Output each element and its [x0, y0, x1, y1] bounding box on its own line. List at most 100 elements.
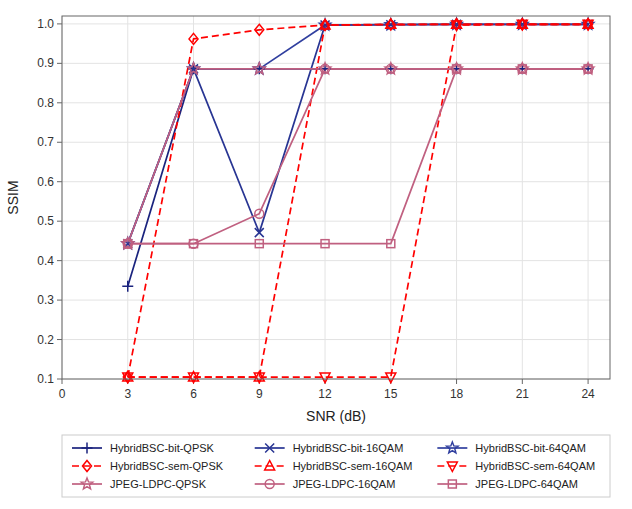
x-tick-label: 12 — [318, 387, 332, 401]
marker — [122, 238, 133, 249]
series-line — [128, 24, 588, 243]
marker — [518, 19, 527, 30]
series-line — [128, 69, 588, 244]
legend-line — [72, 483, 102, 485]
y-tick — [57, 23, 62, 24]
x-axis-label: SNR (dB) — [306, 408, 366, 424]
marker — [123, 372, 132, 383]
plot-frame — [62, 16, 610, 379]
x-tick-label: 21 — [516, 387, 530, 401]
marker — [254, 373, 264, 383]
grid-line-y — [62, 300, 610, 301]
legend-label: HybridBSC-bit-QPSK — [110, 442, 215, 454]
marker — [265, 461, 275, 471]
x-tick-label: 18 — [450, 387, 464, 401]
marker — [188, 63, 199, 74]
marker — [255, 228, 264, 237]
legend-line — [255, 465, 285, 467]
y-axis-label: SSIM — [5, 180, 21, 214]
legend-line — [437, 483, 467, 485]
marker — [452, 21, 462, 31]
y-tick — [57, 102, 62, 103]
marker — [319, 19, 330, 30]
series-markers — [122, 18, 594, 382]
series-marker-group — [123, 19, 592, 383]
marker — [320, 63, 331, 74]
marker — [122, 238, 133, 249]
grid-line-y — [62, 142, 610, 143]
series-line — [128, 69, 588, 244]
marker — [254, 63, 265, 74]
marker — [584, 64, 593, 73]
chart: 036912151821240.10.20.30.40.50.60.70.80.… — [0, 0, 632, 509]
series-line — [128, 69, 588, 244]
marker — [451, 63, 462, 74]
marker — [255, 209, 264, 218]
marker — [451, 63, 462, 74]
x-tick — [456, 379, 457, 384]
marker — [518, 65, 526, 73]
y-tick-label: 0.7 — [37, 135, 54, 149]
legend: HybridBSC-bit-QPSKHybridBSC-bit-16QAMHyb… — [62, 435, 610, 497]
x-tick-label: 24 — [581, 387, 595, 401]
marker — [188, 63, 199, 74]
series-marker-group — [122, 18, 594, 248]
grid-line-y — [62, 339, 610, 340]
series-marker-group — [124, 65, 592, 248]
series-line — [128, 24, 588, 377]
y-tick — [57, 63, 62, 64]
marker — [189, 33, 198, 44]
marker — [82, 443, 93, 454]
marker — [584, 19, 593, 30]
marker — [582, 63, 593, 74]
x-tick — [62, 379, 63, 384]
series-marker-group — [123, 20, 593, 382]
marker — [447, 442, 458, 453]
marker — [448, 480, 456, 488]
marker — [124, 240, 132, 248]
y-tick-label: 0.8 — [37, 96, 54, 110]
y-tick-label: 0.5 — [37, 214, 54, 228]
marker — [255, 240, 263, 248]
marker — [321, 20, 330, 31]
marker — [518, 64, 527, 73]
series-line — [128, 24, 588, 377]
y-tick — [57, 260, 62, 261]
y-tick-label: 0.2 — [37, 333, 54, 347]
marker — [385, 63, 396, 74]
grid-line-y — [62, 181, 610, 182]
marker — [387, 240, 395, 248]
y-tick — [57, 181, 62, 182]
grid-line-y — [62, 260, 610, 261]
y-tick — [57, 379, 62, 380]
marker — [265, 480, 274, 489]
marker — [386, 64, 395, 73]
series-lines — [128, 24, 588, 377]
marker — [255, 24, 264, 35]
marker — [453, 65, 461, 73]
x-tick-label: 15 — [384, 387, 398, 401]
marker — [83, 461, 92, 472]
marker — [517, 18, 528, 29]
marker — [517, 20, 527, 30]
axes: 036912151821240.10.20.30.40.50.60.70.80.… — [37, 17, 595, 401]
marker — [321, 240, 329, 248]
grid-line-y — [62, 63, 610, 64]
y-tick — [57, 142, 62, 143]
series-marker-group — [122, 63, 593, 291]
grid-line-x — [127, 16, 128, 379]
marker — [123, 239, 132, 248]
x-tick-label: 9 — [256, 387, 263, 401]
grid-line-y — [62, 221, 610, 222]
marker — [320, 20, 330, 30]
legend-label: HybridBSC-sem-16QAM — [293, 460, 413, 472]
marker — [385, 19, 396, 30]
legend-label: JPEG-LDPC-16QAM — [293, 478, 396, 490]
x-tick-label: 6 — [190, 387, 197, 401]
legend-line — [437, 447, 467, 449]
marker — [583, 63, 594, 74]
grid — [62, 16, 610, 379]
y-tick-label: 0.4 — [37, 254, 54, 268]
marker — [452, 19, 461, 30]
grid-line-y — [62, 102, 610, 103]
